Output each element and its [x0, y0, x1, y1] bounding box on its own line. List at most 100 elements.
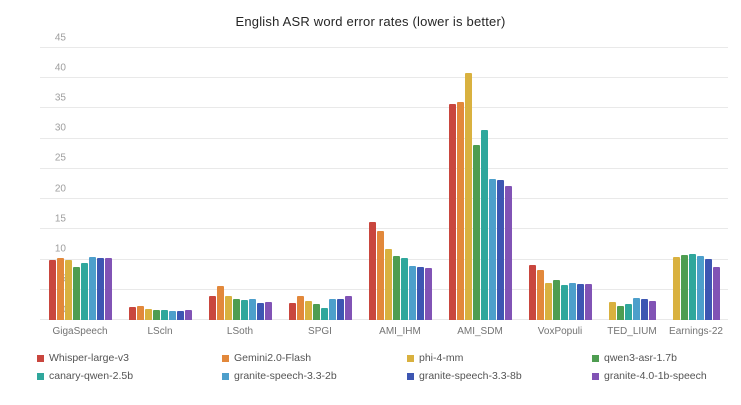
bar-granite-speech-3.3-8b — [96, 257, 104, 320]
y-axis-tick-label: 15 — [54, 213, 66, 225]
bar-granite-4.0-1b-speech — [344, 296, 352, 320]
bar-granite-speech-3.3-8b — [176, 310, 184, 320]
gridline — [40, 288, 728, 290]
bar-granite-speech-3.3-2b — [488, 179, 496, 320]
bar-Whisper-large-v3 — [208, 295, 216, 320]
bar-group-Earnings-22: Earnings-22 — [669, 48, 723, 337]
legend-item-granite-4.0-1b-speech: granite-4.0-1b-speech — [592, 370, 741, 382]
gridline — [40, 167, 728, 169]
gridline — [40, 107, 728, 109]
bar-granite-speech-3.3-2b — [632, 298, 640, 320]
bar-granite-speech-3.3-8b — [640, 298, 648, 320]
y-axis-tick-label: 45 — [54, 32, 66, 43]
legend-item-canary-qwen-2.5b: canary-qwen-2.5b — [37, 370, 222, 382]
bar-Gemini2.0-Flash — [216, 286, 224, 320]
bar-qwen3-asr-1.7b — [472, 145, 480, 320]
legend-item-qwen3-asr-1.7b: qwen3-asr-1.7b — [592, 352, 741, 364]
x-axis-category-label: SPGI — [308, 326, 332, 337]
legend-swatch — [592, 372, 599, 380]
bar-qwen3-asr-1.7b — [552, 279, 560, 320]
legend-label: Whisper-large-v3 — [49, 352, 129, 364]
bar-qwen3-asr-1.7b — [312, 304, 320, 320]
bar-phi-4-mm — [64, 260, 72, 320]
bar-granite-speech-3.3-2b — [168, 310, 176, 320]
x-axis-category-label: AMI_IHM — [379, 326, 421, 337]
gridline — [40, 137, 728, 139]
bar-Gemini2.0-Flash — [56, 257, 64, 320]
bar-Whisper-large-v3 — [128, 307, 136, 320]
bar-granite-4.0-1b-speech — [712, 267, 720, 320]
bar-granite-speech-3.3-2b — [696, 255, 704, 320]
legend-item-Whisper-large-v3: Whisper-large-v3 — [37, 352, 222, 364]
y-axis-tick-label: 40 — [54, 62, 66, 74]
bar-qwen3-asr-1.7b — [680, 255, 688, 320]
legend-swatch — [37, 354, 44, 362]
bar-phi-4-mm — [384, 249, 392, 320]
y-axis-tick-label: 30 — [54, 122, 66, 134]
legend-label: canary-qwen-2.5b — [49, 370, 134, 382]
legend-label: granite-speech-3.3-8b — [419, 370, 522, 382]
legend-swatch — [222, 354, 229, 362]
bar-granite-4.0-1b-speech — [104, 258, 112, 320]
legend-item-granite-speech-3.3-8b: granite-speech-3.3-8b — [407, 370, 592, 382]
legend-item-phi-4-mm: phi-4-mm — [407, 352, 592, 364]
gridline — [40, 319, 728, 320]
bar-granite-speech-3.3-2b — [408, 265, 416, 320]
bar-Whisper-large-v3 — [48, 260, 56, 320]
bar-group-VoxPopuli: VoxPopuli — [528, 48, 592, 337]
legend-swatch — [222, 372, 229, 380]
y-axis-tick-label: 35 — [54, 92, 66, 104]
bar-group-LSoth: LSoth — [208, 48, 272, 337]
gridline — [40, 77, 728, 79]
y-axis-tick-label: 10 — [54, 243, 66, 255]
x-axis-category-label: LScln — [147, 326, 173, 337]
x-axis-category-label: LSoth — [226, 326, 254, 337]
bar-granite-speech-3.3-2b — [568, 282, 576, 320]
bar-granite-speech-3.3-2b — [88, 256, 96, 320]
legend-label: phi-4-mm — [419, 352, 464, 364]
bar-Whisper-large-v3 — [368, 222, 376, 320]
bar-granite-speech-3.3-2b — [248, 298, 256, 320]
bar-granite-4.0-1b-speech — [424, 268, 432, 320]
x-axis-category-label: VoxPopuli — [537, 326, 583, 337]
chart-title: English ASR word error rates (lower is b… — [235, 14, 506, 29]
gridline — [40, 198, 728, 200]
bar-group-LScln: LScln — [128, 48, 192, 337]
bar-granite-speech-3.3-8b — [416, 266, 424, 320]
legend-swatch — [407, 372, 414, 380]
plot-area: 051015202530354045GigaSpeechLSclnLSothSP… — [40, 32, 728, 337]
bar-qwen3-asr-1.7b — [392, 255, 400, 320]
bar-Whisper-large-v3 — [528, 265, 536, 320]
bar-Gemini2.0-Flash — [296, 295, 304, 320]
legend-swatch — [37, 372, 44, 380]
bar-Gemini2.0-Flash — [376, 230, 384, 320]
bar-Whisper-large-v3 — [448, 103, 456, 320]
bar-granite-4.0-1b-speech — [264, 301, 272, 320]
bar-group-AMI_SDM: AMI_SDM — [448, 48, 512, 337]
bar-canary-qwen-2.5b — [480, 130, 488, 320]
bar-phi-4-mm — [544, 283, 552, 320]
x-axis-category-label: Earnings-22 — [669, 326, 723, 337]
legend-label: qwen3-asr-1.7b — [604, 352, 677, 364]
bar-granite-speech-3.3-8b — [704, 259, 712, 320]
bar-qwen3-asr-1.7b — [232, 299, 240, 320]
x-axis-category-label: AMI_SDM — [457, 326, 503, 337]
bar-granite-speech-3.3-8b — [576, 284, 584, 320]
x-axis-category-label: TED_LIUM — [607, 326, 657, 337]
bar-canary-qwen-2.5b — [80, 263, 88, 320]
bar-canary-qwen-2.5b — [400, 258, 408, 320]
bar-group-SPGI: SPGI — [288, 48, 352, 337]
bar-phi-4-mm — [672, 257, 680, 320]
legend-label: granite-speech-3.3-2b — [234, 370, 337, 382]
bar-canary-qwen-2.5b — [240, 300, 248, 320]
bar-canary-qwen-2.5b — [160, 309, 168, 320]
bar-granite-speech-3.3-8b — [496, 179, 504, 320]
y-axis-tick-label: 25 — [54, 152, 66, 164]
gridline — [40, 258, 728, 260]
legend-swatch — [407, 354, 414, 362]
legend-item-Gemini2.0-Flash: Gemini2.0-Flash — [222, 352, 407, 364]
bar-granite-4.0-1b-speech — [184, 309, 192, 320]
bar-group-AMI_IHM: AMI_IHM — [368, 48, 432, 337]
legend: Whisper-large-v3 Gemini2.0-Flash phi-4-mm q… — [37, 349, 741, 385]
bar-Gemini2.0-Flash — [136, 305, 144, 320]
